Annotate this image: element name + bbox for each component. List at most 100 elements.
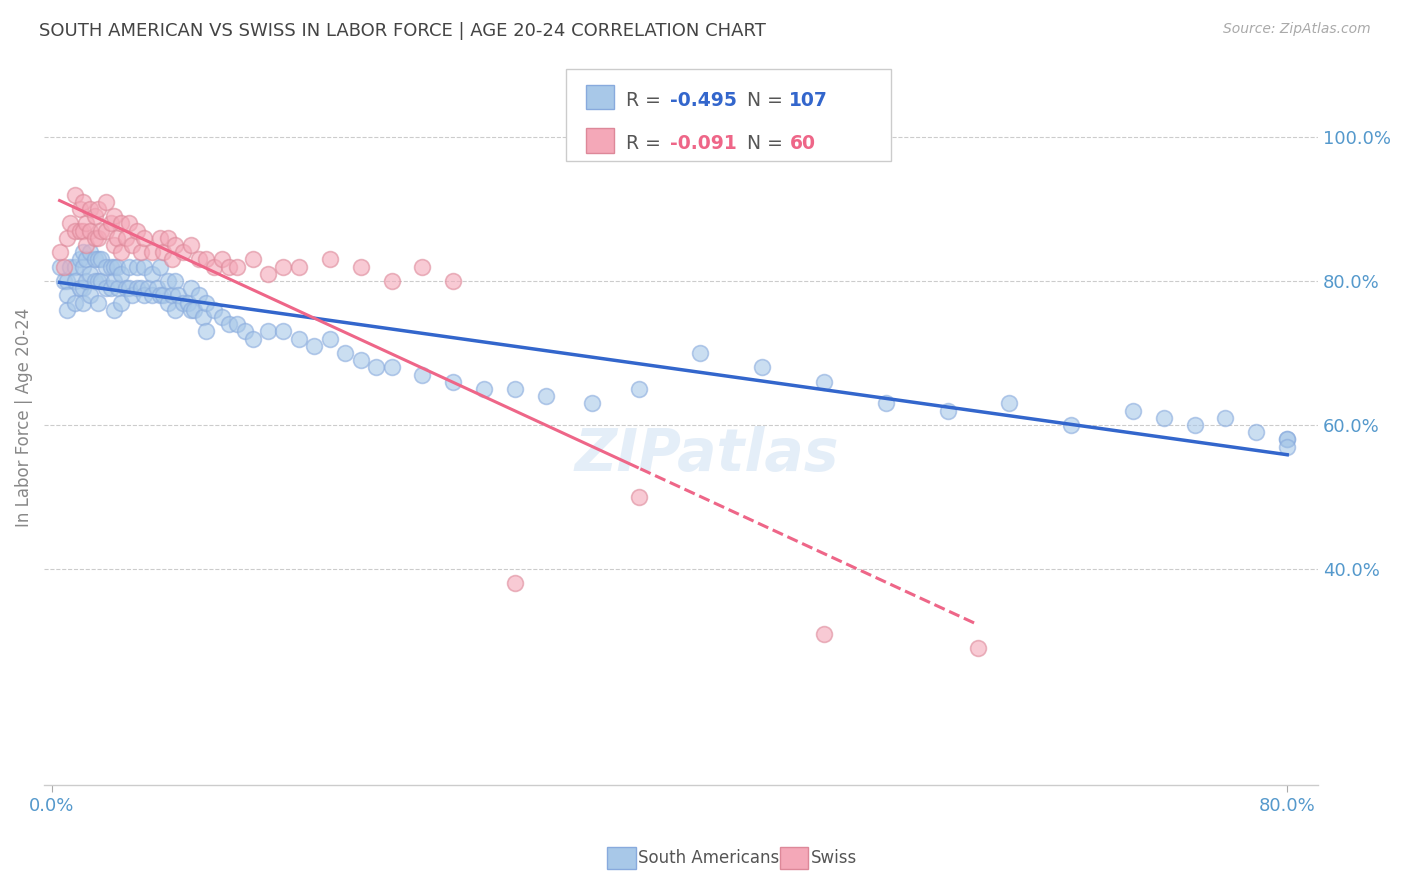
Point — [411, 368, 433, 382]
Point — [350, 260, 373, 274]
Point — [134, 231, 156, 245]
Point — [121, 288, 143, 302]
Point — [218, 260, 240, 274]
Point — [87, 252, 110, 267]
Point — [165, 274, 187, 288]
Point — [72, 295, 94, 310]
Point — [125, 260, 148, 274]
Point — [288, 332, 311, 346]
Point — [162, 288, 184, 302]
Point — [165, 238, 187, 252]
Point — [118, 260, 141, 274]
Point — [257, 267, 280, 281]
Point — [167, 288, 190, 302]
Point — [110, 295, 132, 310]
Point — [87, 295, 110, 310]
Point — [172, 295, 194, 310]
Point — [100, 260, 122, 274]
Text: N =: N = — [734, 91, 789, 110]
Point — [193, 310, 215, 324]
Point — [63, 187, 86, 202]
Point — [503, 576, 526, 591]
Point — [53, 260, 76, 274]
Text: 60: 60 — [789, 135, 815, 153]
Point — [94, 260, 117, 274]
Point — [156, 295, 179, 310]
Text: South Americans: South Americans — [638, 849, 779, 867]
Point — [195, 324, 218, 338]
Point — [172, 245, 194, 260]
Point — [581, 396, 603, 410]
Point — [141, 245, 163, 260]
Point — [84, 274, 107, 288]
Point — [998, 396, 1021, 410]
Point — [105, 231, 128, 245]
Point — [75, 238, 97, 252]
Point — [751, 360, 773, 375]
Point — [273, 260, 295, 274]
Point — [75, 216, 97, 230]
Point — [211, 252, 233, 267]
Point — [118, 216, 141, 230]
Point — [141, 288, 163, 302]
Point — [69, 252, 91, 267]
Point — [48, 245, 70, 260]
Point — [131, 245, 153, 260]
Point — [136, 281, 159, 295]
Point — [125, 281, 148, 295]
Point — [79, 288, 101, 302]
Point — [90, 224, 112, 238]
Point — [242, 252, 264, 267]
Point — [103, 209, 125, 223]
Point — [72, 194, 94, 209]
Point — [335, 346, 357, 360]
Point — [56, 288, 79, 302]
Point — [875, 396, 897, 410]
Point — [84, 231, 107, 245]
Text: Swiss: Swiss — [811, 849, 858, 867]
Point — [103, 260, 125, 274]
Point — [242, 332, 264, 346]
Point — [689, 346, 711, 360]
Point — [84, 252, 107, 267]
Point — [1277, 440, 1299, 454]
Point — [134, 260, 156, 274]
Point — [627, 490, 650, 504]
Point — [381, 360, 404, 375]
Point — [90, 252, 112, 267]
Point — [115, 231, 138, 245]
Text: ZIPatlas: ZIPatlas — [575, 425, 839, 483]
Point — [149, 231, 172, 245]
Point — [441, 375, 464, 389]
Point — [156, 274, 179, 288]
Y-axis label: In Labor Force | Age 20-24: In Labor Force | Age 20-24 — [15, 308, 32, 527]
Point — [187, 252, 209, 267]
Point — [187, 288, 209, 302]
Point — [1060, 417, 1083, 432]
Point — [1122, 403, 1144, 417]
Point — [211, 310, 233, 324]
Point — [103, 302, 125, 317]
Point — [110, 245, 132, 260]
Point — [100, 281, 122, 295]
Point — [115, 281, 138, 295]
Point — [63, 224, 86, 238]
Point — [156, 231, 179, 245]
Point — [180, 281, 202, 295]
Text: Source: ZipAtlas.com: Source: ZipAtlas.com — [1223, 22, 1371, 37]
Point — [1184, 417, 1206, 432]
Point — [936, 403, 959, 417]
Point — [59, 216, 82, 230]
Point — [125, 224, 148, 238]
Point — [48, 260, 70, 274]
Point — [100, 216, 122, 230]
Point — [59, 260, 82, 274]
Point — [84, 209, 107, 223]
FancyBboxPatch shape — [567, 69, 891, 161]
Point — [381, 274, 404, 288]
Point — [87, 274, 110, 288]
Bar — [585, 128, 613, 153]
Point — [149, 260, 172, 274]
Point — [202, 260, 225, 274]
Point — [218, 317, 240, 331]
